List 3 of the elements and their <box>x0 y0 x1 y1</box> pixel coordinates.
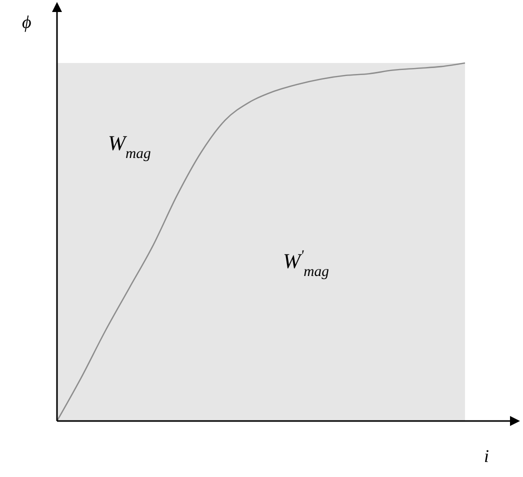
annotation: W$_{mag}$ <box>108 131 151 162</box>
x-axis-title: i <box>484 446 490 466</box>
y-axis-title: ϕ <box>22 12 32 32</box>
